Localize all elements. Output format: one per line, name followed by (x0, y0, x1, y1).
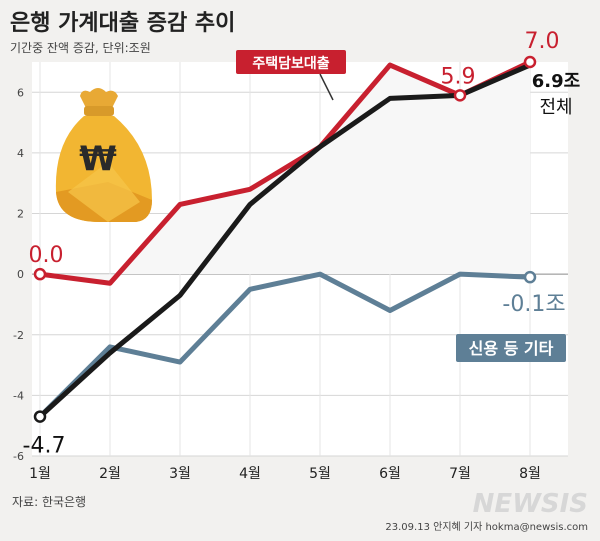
svg-text:₩: ₩ (79, 139, 117, 179)
x-tick-label: 2월 (99, 466, 121, 482)
data-label: 0.0 (29, 243, 64, 268)
y-tick-label: -6 (13, 450, 24, 463)
y-tick-label: 2 (17, 208, 24, 221)
x-tick-label: 4월 (239, 466, 261, 482)
series-line (37, 59, 533, 286)
data-label: 6.9조 (532, 71, 580, 92)
data-point (523, 55, 537, 69)
data-point (33, 410, 47, 423)
legend-tag-credit (456, 334, 566, 362)
chart-subtitle: 기간중 잔액 증감, 단위:조원 (10, 41, 151, 55)
money-bag-icon: ₩ (55, 88, 152, 222)
x-tick-label: 1월 (29, 466, 51, 482)
y-axis: -6 -4 -2 0 2 4 6 (13, 86, 24, 463)
y-tick-label: 6 (17, 86, 24, 99)
source-text: 자료: 한국은행 (12, 494, 86, 509)
y-tick-label: -2 (13, 329, 24, 342)
data-label: 7.0 (525, 29, 560, 54)
series-name-label: 전체 (539, 97, 572, 118)
series-line (37, 271, 533, 420)
data-point (453, 89, 467, 102)
data-point (523, 270, 537, 284)
y-tick-label: 4 (17, 147, 24, 160)
x-tick-label: 7월 (449, 466, 471, 482)
x-tick-label: 8월 (519, 466, 541, 482)
data-label: -4.7 (23, 434, 66, 459)
data-label: -0.1조 (502, 292, 565, 317)
y-tick-label: 0 (17, 268, 24, 281)
y-tick-label: -4 (13, 389, 24, 402)
x-tick-label: 6월 (379, 466, 401, 482)
brand-watermark: NEWSIS (473, 489, 588, 519)
data-point (33, 267, 47, 281)
legend-label: 주택담보대출 (252, 55, 329, 72)
series-line (37, 62, 533, 420)
series-lines (33, 55, 537, 423)
x-axis: 1월 2월 3월 4월 5월 6월 7월 8월 (29, 466, 541, 482)
x-tick-label: 5월 (309, 466, 331, 482)
x-tick-label: 3월 (169, 466, 191, 482)
data-label: 5.9 (441, 64, 476, 89)
legend-label: 신용 등 기타 (469, 339, 554, 358)
chart-title: 은행 가계대출 증감 추이 (10, 11, 235, 36)
legend-tag-mortgage (236, 50, 346, 74)
credit-text: 23.09.13 안지혜 기자 hokma@newsis.com (385, 521, 588, 533)
legend-pointer (319, 73, 334, 101)
